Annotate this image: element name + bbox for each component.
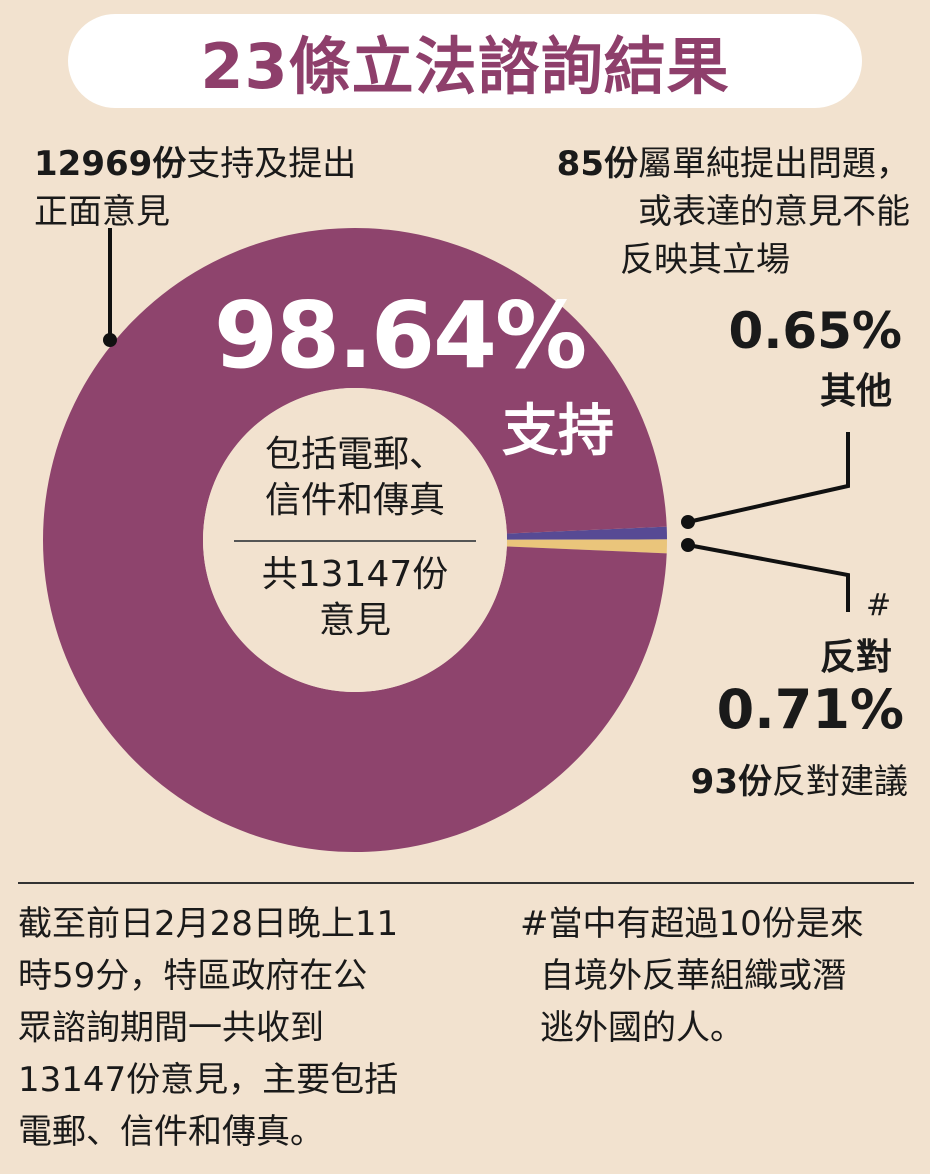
support-text-2: 正面意見: [34, 192, 170, 232]
oppose-count: 93份: [690, 762, 772, 802]
support-count: 12969份: [34, 144, 187, 184]
center-line-3: 共13147份: [261, 554, 449, 595]
title-banner: 23條立法諮詢結果: [68, 14, 862, 108]
oppose-percent: 0.71%: [716, 678, 904, 741]
leader-lines: [108, 228, 850, 612]
chart-title: 23條立法諮詢結果: [200, 30, 730, 103]
oppose-count-annotation: 93份反對建議: [691, 754, 908, 803]
other-leader: [687, 432, 850, 524]
oppose-footnote-mark: #: [866, 588, 892, 623]
other-leader-dot: [681, 515, 695, 529]
footnote-left: 截至前日2月28日晚上11 時59分，特區政府在公 眾諮詢期間一共收到 1314…: [18, 898, 448, 1158]
donut-slice-其他: [506, 526, 667, 540]
note-left-line: 截至前日2月28日晚上11: [18, 904, 399, 944]
question-text-1: 屬單純提出問題，: [638, 144, 910, 184]
note-left-line: 13147份意見，主要包括: [18, 1060, 399, 1100]
support-slice-label: 支持: [502, 399, 614, 464]
support-annotation: 12969份支持及提出 正面意見: [34, 140, 414, 236]
donut-slice-反對: [506, 539, 667, 554]
question-count: 85份: [556, 144, 638, 184]
support-text-1: 支持及提出: [186, 144, 357, 184]
donut-center-label: 包括電郵、 信件和傳真 共13147份 意見: [205, 432, 505, 644]
center-line-4: 意見: [318, 600, 391, 641]
question-text-2: 或表達的意見不能: [638, 192, 910, 232]
oppose-label: 反對: [819, 637, 892, 678]
support-leader-dot: [103, 333, 117, 347]
oppose-leader: [687, 543, 850, 612]
center-divider: [234, 540, 476, 542]
note-left-line: 時59分，特區政府在公: [18, 956, 368, 996]
note-right-line: #當中有超過10份是來: [520, 904, 864, 944]
note-left-line: 眾諮詢期間一共收到: [18, 1008, 324, 1048]
center-line-2: 信件和傳真: [264, 480, 445, 521]
note-right-line: 逃外國的人。: [540, 1008, 744, 1048]
center-line-1: 包括電郵、: [264, 434, 445, 475]
donut-slice-支持: [43, 228, 667, 852]
leader-dots: [103, 333, 695, 552]
footnote-right: #當中有超過10份是來 自境外反華組織或潛 逃外國的人。: [520, 898, 920, 1054]
oppose-text: 反對建議: [772, 762, 908, 802]
oppose-leader-dot: [681, 538, 695, 552]
footer-divider: [18, 882, 914, 884]
other-label: 其他: [819, 371, 892, 412]
question-text-3: 反映其立場: [620, 240, 790, 280]
note-left-line: 電郵、信件和傳真。: [18, 1112, 324, 1152]
other-percent: 0.65%: [728, 302, 902, 360]
question-annotation: 85份屬單純提出問題， 或表達的意見不能 反映其立場: [440, 140, 910, 284]
note-right-line: 自境外反華組織或潛: [540, 956, 846, 996]
support-percent: 98.64%: [214, 282, 587, 389]
